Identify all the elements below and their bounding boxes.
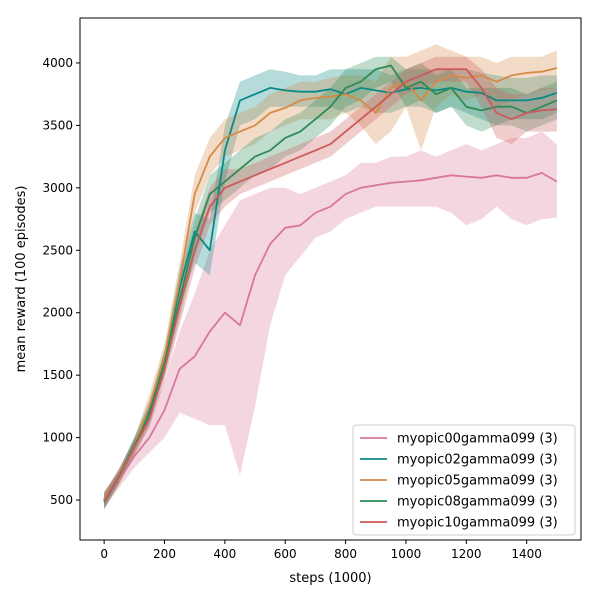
y-tick-label: 3500 [42, 118, 73, 132]
plot-frame [79, 17, 582, 541]
band-myopic02gamma099-3 [104, 69, 557, 508]
y-tick-label: 1500 [42, 368, 73, 382]
x-tick-label: 400 [213, 547, 236, 561]
x-tick-label: 1400 [511, 547, 542, 561]
line-myopic05gamma099-3 [103, 67, 558, 500]
legend-label: myopic02gamma099 (3) [397, 453, 558, 468]
legend-box [352, 424, 576, 536]
x-tick-label: 1200 [451, 547, 482, 561]
y-axis-ticks: 500 1000 1500 2000 2500 3000 3500 4000 [42, 56, 80, 507]
line-myopic08gamma099-3 [103, 64, 558, 503]
x-axis-ticks: 0 200 400 600 800 1000 1200 1400 [100, 540, 542, 561]
x-tick-label: 800 [334, 547, 357, 561]
legend-label: myopic08gamma099 (3) [397, 495, 558, 510]
band-myopic08gamma099-3 [104, 56, 557, 510]
x-tick-label: 600 [274, 547, 297, 561]
line-myopic00gamma099-3 [103, 171, 558, 502]
y-tick-label: 2500 [42, 243, 73, 257]
y-tick-label: 2000 [42, 306, 73, 320]
y-tick-label: 4000 [42, 56, 73, 70]
x-tick-label: 1000 [391, 547, 422, 561]
line-myopic10gamma099-3 [103, 68, 557, 502]
y-tick-label: 1000 [42, 431, 73, 445]
x-tick-label: 0 [100, 547, 108, 561]
legend-label: myopic00gamma099 (3) [397, 432, 558, 447]
legend-label: myopic10gamma099 (3) [397, 516, 558, 531]
x-tick-label: 200 [153, 547, 176, 561]
band-myopic00gamma099-3 [104, 131, 557, 509]
legend: myopic00gamma099 (3) myopic02gamma099 (3)… [352, 424, 576, 536]
confidence-bands [104, 44, 557, 510]
series-lines [103, 64, 558, 503]
legend-label: myopic05gamma099 (3) [397, 474, 558, 489]
y-tick-label: 500 [50, 493, 73, 507]
band-myopic10gamma099-3 [104, 56, 557, 509]
x-axis-label: steps (1000) [289, 571, 371, 586]
y-tick-label: 3000 [42, 181, 73, 195]
y-axis-label: mean reward (100 episodes) [14, 186, 29, 373]
band-myopic05gamma099-3 [104, 44, 557, 507]
line-myopic02gamma099-3 [103, 87, 558, 501]
